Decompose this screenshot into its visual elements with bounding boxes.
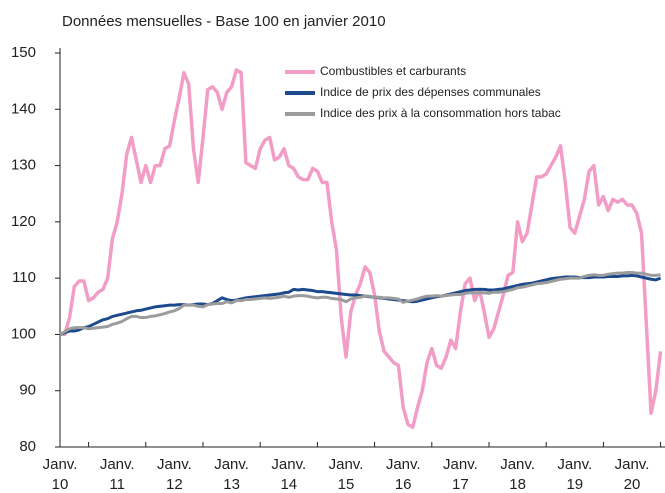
legend-label: Indice des prix à la consommation hors t… [320,106,561,120]
x-tick-label: Janv. 14 [271,456,306,493]
x-tick-label: Janv. 13 [214,456,249,493]
chart-title: Données mensuelles - Base 100 en janvier… [62,13,386,30]
y-tick-label: 80 [19,438,36,455]
x-tick-label: Janv. 12 [157,456,192,493]
y-tick-label: 150 [11,44,36,61]
series-line [59,271,661,336]
y-tick-label: 120 [11,213,36,230]
x-tick-label: Janv. 19 [557,456,592,493]
series-line [59,273,662,336]
y-tick-label: 130 [11,157,36,174]
y-tick-label: 90 [19,382,36,399]
x-tick-label: Janv. 16 [386,456,421,493]
x-tick-label: Janv. 11 [100,456,135,493]
legend-label: Combustibles et carburants [320,64,466,78]
x-tick-label: Janv. 17 [443,456,478,493]
series-line [60,68,663,430]
x-tick-label: Janv. 20 [615,456,650,493]
y-tick-label: 140 [11,100,36,117]
legend-label: Indice de prix des dépenses communales [320,85,541,99]
y-tick-label: 110 [12,269,36,286]
x-tick-label: Janv. 18 [500,456,535,493]
x-tick-label: Janv. 10 [43,456,78,493]
x-tick-label: Janv. 15 [329,456,364,493]
y-tick-label: 100 [11,325,36,342]
